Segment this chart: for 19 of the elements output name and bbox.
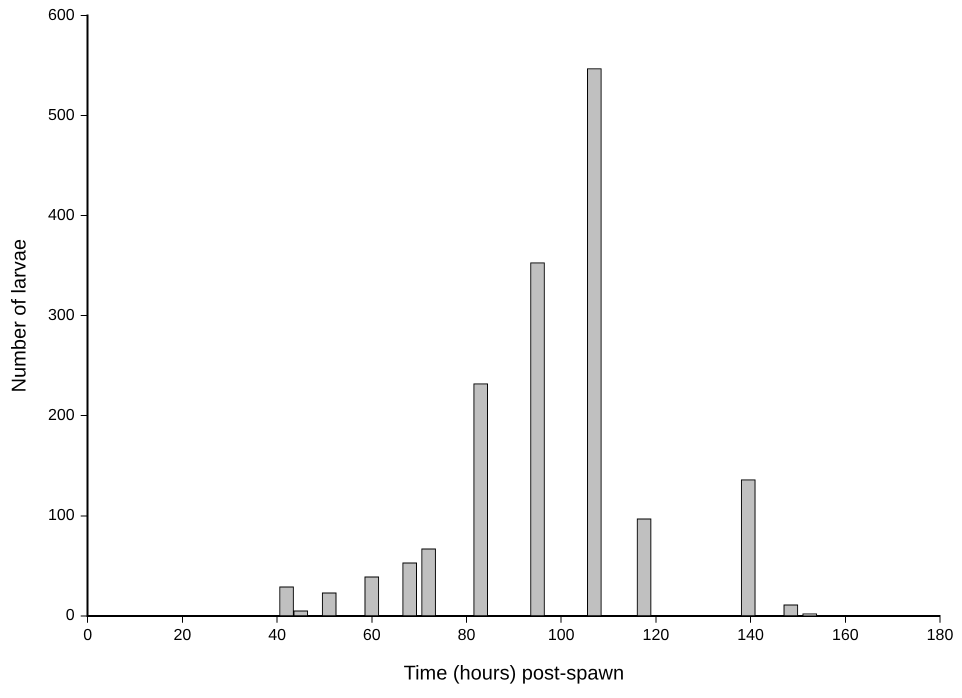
x-tick-label: 0 — [83, 626, 92, 644]
y-tick-label: 100 — [48, 507, 75, 524]
y-tick-label: 0 — [66, 607, 75, 624]
x-axis-title: Time (hours) post-spawn — [404, 662, 624, 685]
y-tick-label: 300 — [48, 307, 75, 324]
y-tick-label: 600 — [48, 7, 75, 24]
y-tick-label: 500 — [48, 107, 75, 124]
x-tick-label: 40 — [268, 626, 286, 644]
x-tick-label: 160 — [832, 626, 859, 644]
x-tick-label: 100 — [548, 626, 575, 644]
x-tick-label: 80 — [458, 626, 476, 644]
y-tick-label: 400 — [48, 207, 75, 224]
y-tick-label: 200 — [48, 407, 75, 424]
y-axis-title: Number of larvae — [8, 238, 31, 392]
x-tick-label: 60 — [362, 626, 381, 644]
x-tick-label: 180 — [926, 626, 954, 644]
x-tick-label: 140 — [737, 626, 764, 644]
x-tick-label: 20 — [173, 626, 192, 644]
x-tick-label: 120 — [642, 626, 670, 644]
